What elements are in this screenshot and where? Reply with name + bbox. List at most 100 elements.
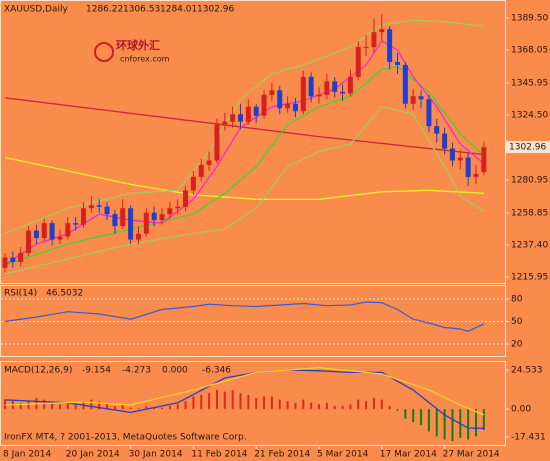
candle-body [49,223,55,240]
rsi-line [4,301,485,332]
ohlc-close: 1302.96 [197,5,234,15]
candle-body [449,148,455,161]
macd-bar [325,402,328,410]
x-tick-label: 5 Mar 2014 [317,450,369,460]
copyright: IronFX MT4, ? 2001-2013, MetaQuotes Soft… [4,433,247,443]
macd-bar [74,404,77,410]
macd-bar [200,394,203,410]
macd-bar [451,409,454,442]
candle-body [332,81,338,92]
candle-body [120,208,126,227]
macd-bar [357,399,360,410]
candle-body [57,236,63,240]
macd-bar [215,390,218,410]
macd-readout: -4.273 [122,366,151,376]
macd-bar [435,409,438,437]
macd-bar [43,399,46,410]
candle-body [73,223,79,225]
price-marker [506,141,550,154]
candle-body [418,96,424,100]
candle-body [426,99,432,127]
macd-bar [58,404,61,410]
candle-body [222,121,228,125]
y-tick-label: 24.533 [511,365,543,375]
macd-title: MACD(12,26,9) [4,366,72,376]
candle-body [167,208,173,215]
macd-bar [129,407,132,410]
macd-bar [341,405,344,410]
macd-bar [98,401,101,410]
rsi-title: RSI(14) [4,289,37,299]
main-panel [0,0,506,284]
macd-bar [231,390,234,410]
candle-body [371,32,377,48]
candle-body [465,157,471,177]
candle-body [457,157,463,161]
y-tick-label: 50 [511,317,523,327]
candle-body [300,76,306,112]
x-tick-label: 11 Feb 2014 [191,450,247,460]
x-tick-label: 20 Jan 2014 [66,450,120,460]
macd-readout: 0.000 [162,366,188,376]
indicator-line [4,367,485,416]
macd-bar [333,405,336,410]
x-tick-label: 30 Jan 2014 [129,450,183,460]
candle-body [112,214,118,227]
macd-bar [176,404,179,410]
macd-bar [302,399,305,410]
y-tick-label: 1368.05 [511,45,548,55]
macd-bar [467,409,470,440]
y-tick-label: 20 [511,339,523,349]
macd-bar [404,409,407,419]
macd-bar [27,401,30,410]
y-tick-label: 1215.95 [511,272,548,282]
candle-body [104,206,110,215]
logo-text: 环球外汇 [116,38,160,52]
candle-body [183,190,189,207]
candle-body [238,114,243,122]
macd-bar [66,402,69,410]
candle-body [395,61,400,65]
candle-body [143,212,149,234]
y-tick-label: 1389.50 [511,13,548,23]
indicator-line [4,19,484,235]
macd-bar [420,409,423,426]
candle-body [198,164,204,177]
macd-readout: -6.346 [202,366,231,376]
macd-panel [0,361,506,446]
candle-body [214,124,220,161]
y-tick-label: 1345.95 [511,78,548,88]
candle-body [410,96,416,104]
macd-bar [239,393,242,410]
macd-readout: -9.154 [82,366,111,376]
candle-body [88,205,94,209]
candle-body [18,253,24,262]
candle-body [206,160,212,165]
macd-bar [90,399,93,410]
x-tick-label: 21 Feb 2014 [254,450,310,460]
indicator-line [4,156,484,200]
macd-bar [121,404,124,410]
x-tick-label: 8 Jan 2014 [3,450,51,460]
candle-body [151,212,157,221]
macd-bar [106,402,109,410]
macd-bar [443,409,446,440]
macd-bar [396,409,399,411]
macd-bar [380,399,383,410]
y-tick-label: 80 [511,294,523,304]
candle-body [190,176,196,191]
candle-body [285,103,291,109]
macd-bar [192,396,195,410]
candle-body [473,173,479,177]
macd-bar [113,405,116,410]
macd-bar [161,407,163,410]
candle-body [292,103,298,112]
indicator-line [4,369,484,429]
ohlc-low: 1284.01 [160,5,197,15]
logo-globe [94,42,114,62]
candle-body [269,90,275,95]
macd-bar [318,404,320,410]
y-tick-label: 1280.95 [511,175,548,185]
